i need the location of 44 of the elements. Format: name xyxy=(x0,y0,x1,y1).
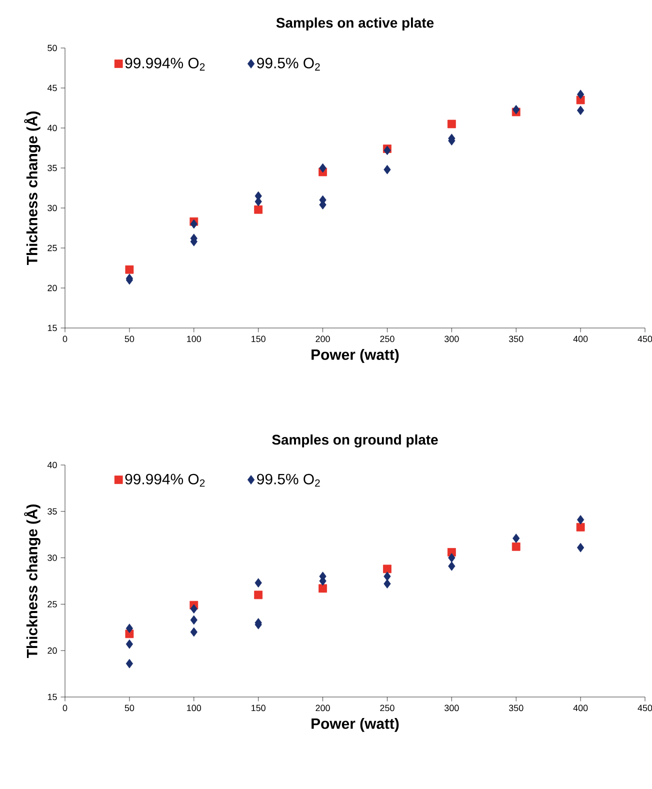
x-tick-label: 450 xyxy=(638,336,652,342)
y-tick-label: 35 xyxy=(48,508,57,515)
x-tick-label: 300 xyxy=(444,336,459,342)
y-tick-label: 45 xyxy=(47,84,57,92)
x-tick-label: 100 xyxy=(187,704,202,712)
x-tick-label: 150 xyxy=(252,336,266,342)
x-axis-title: Power (watt) xyxy=(312,718,399,732)
y-axis-title: Thickness change (Å) xyxy=(24,112,40,266)
x-tick-label: 100 xyxy=(187,336,202,342)
x-tick-label: 250 xyxy=(380,704,394,712)
y-tick-label: 35 xyxy=(48,164,57,172)
x-tick-label: 50 xyxy=(124,336,134,342)
chart-title: Samples on ground plate xyxy=(272,434,438,448)
y-tick-label: 50 xyxy=(48,44,57,52)
y-axis-title: Thickness change (Å) xyxy=(24,504,40,658)
x-tick-label: 0 xyxy=(62,336,68,342)
chart-title: Samples on active plate xyxy=(276,17,434,30)
legend-label: 99.5% O$_{2}$ xyxy=(257,474,320,487)
x-tick-label: 400 xyxy=(573,704,588,712)
legend-label: 99.994% O$_{2}$ xyxy=(125,58,205,71)
y-tick-label: 40 xyxy=(47,462,57,468)
y-tick-label: 15 xyxy=(48,324,57,332)
y-tick-label: 15 xyxy=(48,694,57,700)
x-tick-label: 200 xyxy=(316,336,330,342)
y-tick-label: 25 xyxy=(48,244,57,252)
y-tick-label: 30 xyxy=(48,554,57,561)
legend-label: 99.5% O$_{2}$ xyxy=(257,58,320,71)
x-tick-label: 450 xyxy=(638,704,652,712)
x-tick-label: 350 xyxy=(508,336,524,342)
x-tick-label: 200 xyxy=(316,704,330,712)
legend-label: 99.994% O$_{2}$ xyxy=(125,474,205,487)
y-tick-label: 20 xyxy=(48,647,57,654)
y-tick-label: 20 xyxy=(48,284,57,292)
y-tick-label: 30 xyxy=(48,204,57,212)
y-tick-label: 25 xyxy=(48,601,57,608)
x-tick-label: 400 xyxy=(573,336,588,342)
x-tick-label: 250 xyxy=(380,336,394,342)
x-tick-label: 300 xyxy=(444,704,459,712)
x-tick-label: 350 xyxy=(508,704,524,712)
x-tick-label: 0 xyxy=(62,704,68,712)
x-axis-title: Power (watt) xyxy=(312,348,399,363)
x-tick-label: 150 xyxy=(252,704,266,712)
y-tick-label: 40 xyxy=(47,124,57,132)
x-tick-label: 50 xyxy=(124,704,134,712)
